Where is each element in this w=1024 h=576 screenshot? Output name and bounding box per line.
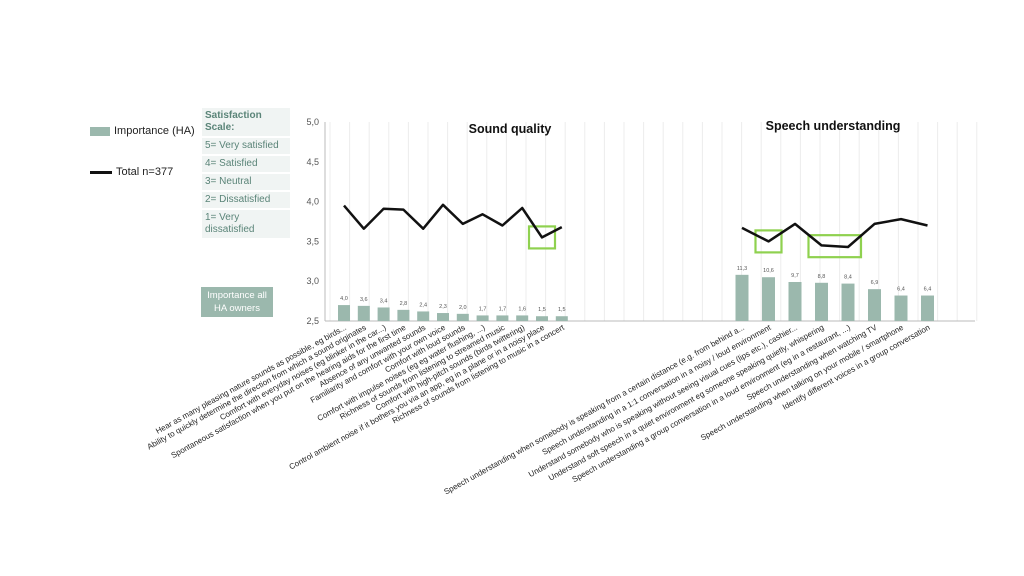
series-line [741,217,928,249]
y-tick-label: 4,5 [306,157,319,167]
legend-bar-label: Importance (HA) [114,125,195,137]
scale-item: 1= Very dissatisfied [202,210,290,238]
y-tick-label: 4,0 [306,197,319,207]
bar [788,281,802,321]
bar [476,315,489,321]
bar-data-label: 11,3 [737,266,747,272]
bar-data-label: 1,6 [518,306,526,312]
bar-data-label: 6,4 [924,287,932,293]
bar [516,315,529,321]
scale-title: Satisfaction Scale: [202,108,290,136]
bar-data-label: 2,0 [459,305,467,311]
legend-line-label: Total n=377 [116,166,174,178]
bar-data-label: 2,3 [439,304,447,310]
importance-all-box: Importance all HA owners [201,287,273,317]
scale-item: 3= Neutral [202,174,290,190]
scale-item: 4= Satisfied [202,156,290,172]
bar [417,311,430,321]
bar [437,313,449,321]
satisfaction-scale: Satisfaction Scale: 5= Very satisfied 4=… [202,108,290,238]
scale-item: 2= Dissatisfied [202,192,290,208]
bar [377,307,390,321]
legend-line: Total n=377 [90,166,173,178]
bar-data-label: 1,7 [479,306,487,312]
series-line [343,203,563,239]
bar-data-label: 10,6 [763,268,774,274]
bar-data-label: 1,7 [499,306,507,312]
bar [815,282,828,321]
bar-data-label: 8,4 [844,275,852,281]
bar [496,315,509,321]
highlight-box [754,229,783,254]
bar-data-label: 2,8 [400,301,408,307]
bar-data-label: 4,0 [340,296,348,302]
bar [868,289,881,321]
panel-title: Speech understanding [766,119,901,133]
scale-item: 5= Very satisfied [202,138,290,154]
legend-bar: Importance (HA) [90,125,195,137]
legend-bar-swatch [90,126,110,136]
bar-data-label: 6,4 [897,287,905,293]
highlight-box [807,234,863,259]
panel-title: Sound quality [469,122,552,136]
bar-data-label: 3,4 [380,298,388,304]
y-tick-label: 3,0 [306,276,319,286]
y-tick-label: 5,0 [306,117,319,127]
bar [357,305,370,321]
bar-data-label: 1,5 [558,307,566,313]
legend-line-swatch [90,170,112,174]
bar [735,274,749,321]
y-tick-label: 3,5 [306,236,319,246]
y-tick-label: 2,5 [306,316,319,326]
bar-data-label: 2,4 [419,302,427,308]
bar [841,283,855,321]
bar [536,316,548,321]
bar-data-label: 1,5 [538,307,546,313]
bar-data-label: 6,9 [871,280,879,286]
bar [397,309,410,321]
bar-data-label: 8,8 [818,274,826,280]
bar [762,277,775,321]
bar [555,316,568,321]
bar-data-label: 3,6 [360,297,368,303]
bar [894,295,908,321]
highlight-box [527,225,557,250]
bar [921,295,934,321]
bar [456,313,469,321]
bar-data-label: 9,7 [791,273,799,279]
bar [338,305,350,321]
